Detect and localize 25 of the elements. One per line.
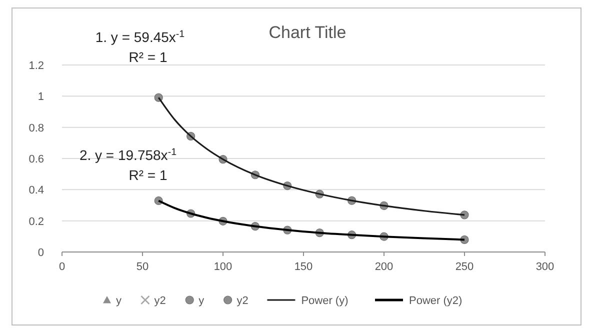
legend-label: y2 [154, 295, 166, 307]
y-tick-label: 1.2 [28, 60, 44, 72]
y-tick-label: 0.2 [28, 216, 44, 228]
x-tick-label: 250 [455, 261, 474, 273]
legend-label: y2 [236, 295, 248, 307]
y-tick-label: 0.6 [28, 154, 44, 166]
annotation: R² = 1 [128, 49, 168, 65]
x-tick-label: 0 [58, 261, 66, 273]
legend-label: Power (y) [301, 295, 348, 307]
x-tick-label: 100 [214, 261, 232, 273]
legend-label: y [198, 295, 205, 307]
annotation: 2. y = 19.758x$^{-1}$ [79, 146, 177, 163]
y-tick-label: 1 [38, 91, 44, 104]
y-tick-label: 0.4 [28, 184, 44, 197]
x-tick-label: 150 [294, 261, 313, 273]
text: 1. y = 59.45x$^{-1}$ [95, 28, 185, 45]
x-tick-label: 200 [374, 261, 394, 273]
chart-title: Chart Title [268, 23, 346, 42]
x-tick-label: 50 [136, 261, 149, 273]
annotation: R² = 1 [128, 167, 168, 183]
legend-label: Power (y2) [409, 295, 462, 307]
x-tick-label: 300 [536, 261, 554, 273]
y-tick-label: 0 [38, 247, 44, 259]
legend-label: y [116, 295, 122, 307]
y-tick-label: 0.8 [28, 122, 44, 134]
